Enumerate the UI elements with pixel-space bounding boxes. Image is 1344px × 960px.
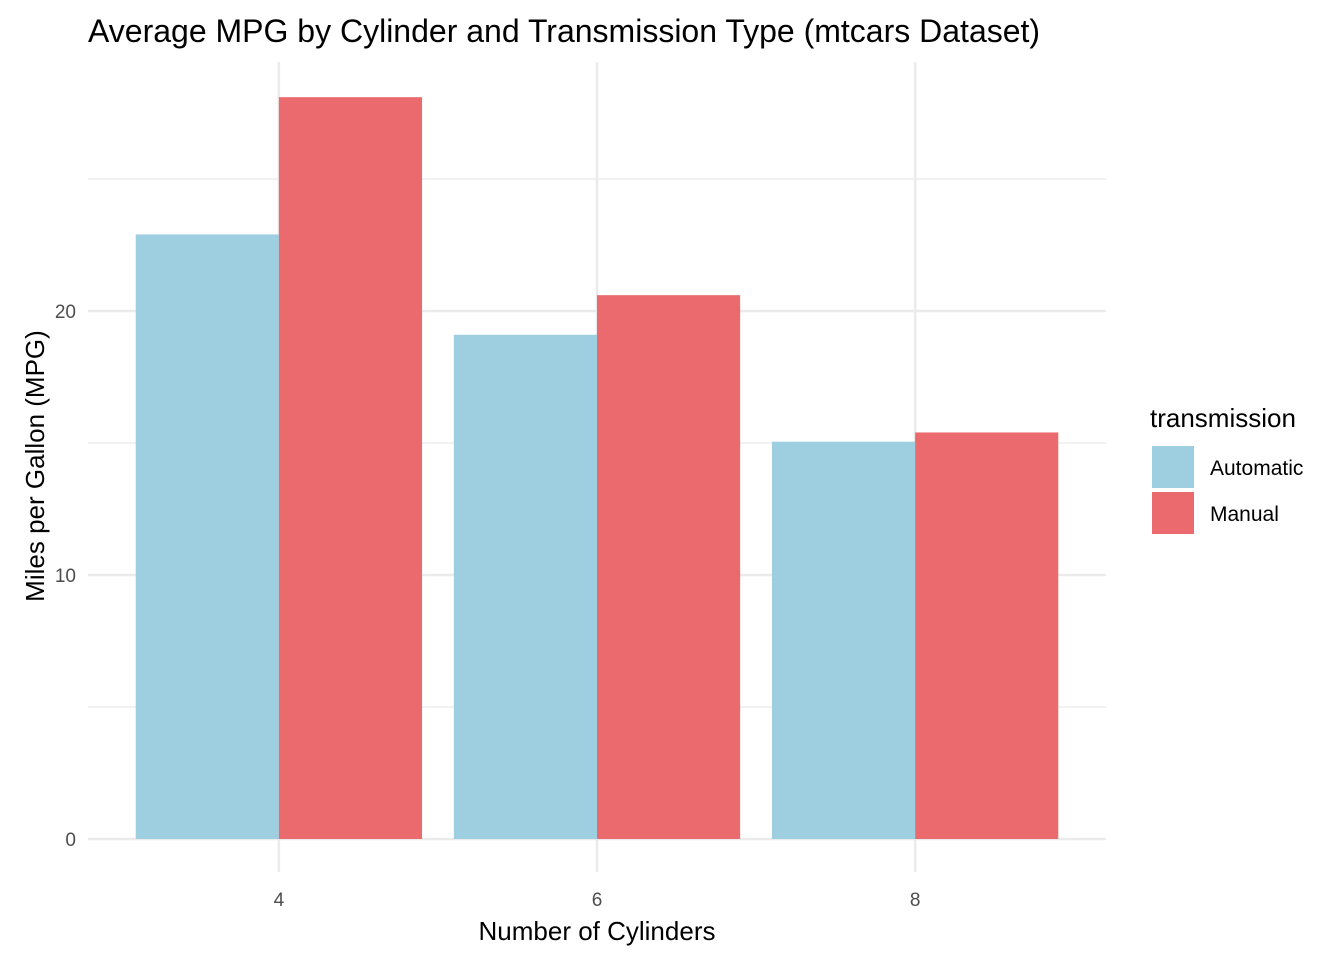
bar-manual-8 [915, 432, 1059, 839]
legend-items: Automatic Manual [1152, 446, 1303, 534]
legend-key-automatic [1152, 446, 1194, 488]
bar-automatic-8 [771, 441, 916, 839]
y-tick-label: 10 [55, 566, 76, 587]
y-tick-label: 20 [55, 302, 76, 323]
legend-label-automatic: Automatic [1210, 457, 1303, 480]
x-tick-label: 8 [910, 890, 921, 911]
bars [135, 97, 1059, 839]
legend: transmission Automatic Manual [1150, 403, 1303, 534]
bar-manual-6 [597, 295, 741, 839]
legend-key-manual [1152, 492, 1194, 534]
x-axis-ticks: 4 6 8 [274, 890, 921, 911]
bar-automatic-4 [135, 234, 279, 839]
y-tick-label: 0 [65, 830, 76, 851]
bar-manual-4 [278, 97, 423, 839]
y-axis-ticks: 0 10 20 [55, 302, 76, 851]
legend-title: transmission [1150, 403, 1296, 433]
x-tick-label: 6 [592, 890, 603, 911]
chart-title: Average MPG by Cylinder and Transmission… [88, 13, 1040, 49]
legend-label-manual: Manual [1210, 503, 1279, 526]
x-axis-title: Number of Cylinders [479, 916, 716, 946]
x-tick-label: 4 [274, 890, 285, 911]
y-axis-title: Miles per Gallon (MPG) [20, 330, 50, 602]
bar-automatic-6 [453, 334, 597, 839]
